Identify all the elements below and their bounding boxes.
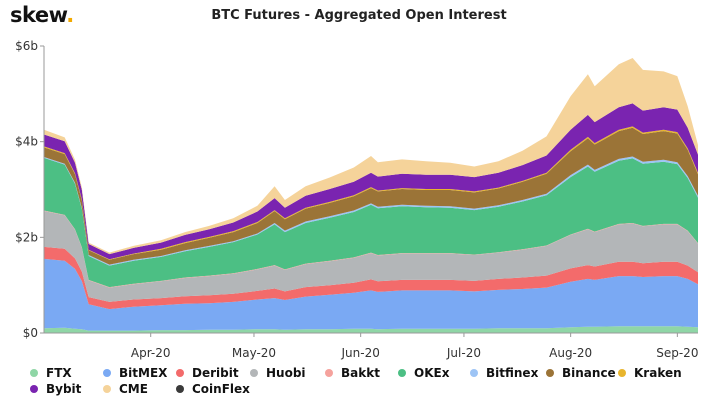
axes-group: $0 $2b $4b $6b Apr-20 May-20 Jun-20 Jul-20 Aug-2… bbox=[15, 39, 698, 360]
logo-text: skew bbox=[10, 3, 67, 27]
logo-dot: . bbox=[66, 3, 74, 27]
legend-swatch bbox=[250, 369, 258, 377]
legend-label: Bakkt bbox=[341, 366, 380, 380]
legend-label: Huobi bbox=[266, 366, 306, 380]
legend-swatch bbox=[103, 369, 111, 377]
legend-item-okex[interactable]: OKEx bbox=[398, 366, 449, 380]
y-tick-label: $2b bbox=[15, 230, 38, 244]
legend-swatch bbox=[325, 369, 333, 377]
legend-label: Kraken bbox=[634, 366, 682, 380]
skew-logo: skew. bbox=[10, 3, 74, 27]
legend-item-ftx[interactable]: FTX bbox=[30, 366, 72, 380]
area-series-bitmex bbox=[44, 258, 698, 331]
area-series-ftx bbox=[44, 326, 698, 333]
legend-label: CME bbox=[119, 382, 148, 396]
legend-swatch bbox=[30, 385, 38, 393]
area-series-binance bbox=[44, 127, 698, 265]
area-series-bybit bbox=[44, 103, 698, 260]
legend-item-kraken[interactable]: Kraken bbox=[618, 366, 682, 380]
area-series-deribit bbox=[44, 246, 698, 310]
legend-label: Bitfinex bbox=[486, 366, 539, 380]
y-tick-label: $0 bbox=[23, 326, 38, 340]
legend-label: CoinFlex bbox=[192, 382, 250, 396]
legend-swatch bbox=[30, 369, 38, 377]
legend-label: Bybit bbox=[46, 382, 82, 396]
legend-item-bybit[interactable]: Bybit bbox=[30, 382, 81, 396]
legend-item-cme[interactable]: CME bbox=[103, 382, 148, 396]
legend-label: BitMEX bbox=[119, 366, 168, 380]
legend-swatch bbox=[618, 369, 626, 377]
legend-label: OKEx bbox=[414, 366, 450, 380]
x-tick-label: Jun-20 bbox=[340, 346, 379, 360]
area-series-group bbox=[44, 58, 698, 333]
y-tick-label: $4b bbox=[15, 135, 38, 149]
area-series-huobi bbox=[44, 211, 698, 302]
legend-item-deribit[interactable]: Deribit bbox=[176, 366, 239, 380]
x-tick-label: May-20 bbox=[232, 346, 276, 360]
legend-label: FTX bbox=[46, 366, 72, 380]
legend-item-bitmex[interactable]: BitMEX bbox=[103, 366, 167, 380]
legend-swatch bbox=[176, 385, 184, 393]
x-tick-label: Sep-20 bbox=[656, 346, 698, 360]
area-series-okex bbox=[44, 157, 698, 288]
legend-label: Binance bbox=[562, 366, 616, 380]
y-tick-label: $6b bbox=[15, 39, 38, 53]
x-tick-label: Apr-20 bbox=[131, 346, 171, 360]
legend-swatch bbox=[103, 385, 111, 393]
chart-title: BTC Futures - Aggregated Open Interest bbox=[211, 8, 507, 23]
legend-item-bitfinex[interactable]: Bitfinex bbox=[470, 366, 538, 380]
legend-item-binance[interactable]: Binance bbox=[546, 366, 616, 380]
legend-item-huobi[interactable]: Huobi bbox=[250, 366, 306, 380]
legend-item-coinflex[interactable]: CoinFlex bbox=[176, 382, 250, 396]
legend-swatch bbox=[176, 369, 184, 377]
x-tick-label: Jul-20 bbox=[446, 346, 481, 360]
legend-label: Deribit bbox=[192, 366, 239, 380]
legend-swatch bbox=[398, 369, 406, 377]
x-tick-label: Aug-20 bbox=[549, 346, 592, 360]
legend-swatch bbox=[546, 369, 554, 377]
area-series-cme bbox=[44, 58, 698, 255]
legend-swatch bbox=[470, 369, 478, 377]
legend-item-bakkt[interactable]: Bakkt bbox=[325, 366, 380, 380]
